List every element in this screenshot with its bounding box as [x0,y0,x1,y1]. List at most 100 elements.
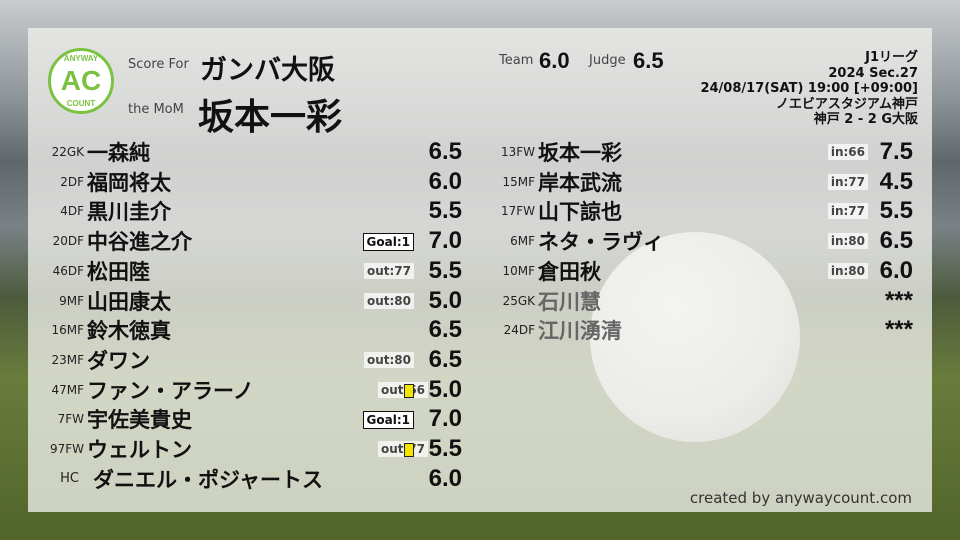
sub-badge: in:77 [827,203,868,220]
player-name: 江川湧清 [538,319,622,344]
player-row: 6MF ネタ・ラヴィ [475,227,664,255]
match-info: J1リーグ 2024 Sec.27 24/08/17(SAT) 19:00 [+… [700,50,918,128]
player-score: 7.5 [879,138,913,165]
sub-badge: out:77 [377,441,428,457]
team-score: 6.0 [539,48,570,73]
player-row: 47MF ファン・アラーノ [24,376,254,404]
player-score: 5.5 [428,197,462,225]
judge-score: 6.5 [633,48,664,73]
sub-badge: out:80 [363,292,414,309]
player-name: 岸本武流 [538,170,622,195]
player-score: 5.0 [428,286,462,314]
player-position: 24DF [503,323,535,338]
player-row: HC ダニエル・ポジャートス [24,465,323,493]
player-name: 石川慧 [538,289,601,314]
player-row: 22GK 一森純 [24,138,150,166]
player-name: 一森純 [87,141,150,165]
player-position: 10MF [502,263,535,278]
player-name: ダワン [87,348,150,373]
yellow-card-icon [404,443,414,457]
player-score: 6.5 [428,138,462,165]
player-position: 16MF [51,323,84,338]
player-score: 6.5 [428,345,462,373]
player-row: 24DF 江川湧清 [475,316,622,344]
logo-bottom-text: COUNT [66,99,96,108]
yellow-card-icon [404,383,414,398]
player-row: 15MF 岸本武流 [475,168,622,196]
player-row: 46DF 松田陸 [24,257,150,285]
player-name: 松田陸 [87,259,150,284]
player-row: 7FW 宇佐美貴史 [24,405,192,433]
player-row: 4DF 黒川圭介 [24,197,171,225]
player-row: 16MF 鈴木徳真 [24,316,171,344]
player-name: 宇佐美貴史 [87,408,192,433]
mom-name: 坂本一彩 [198,97,343,138]
sub-badge: out:66 [377,381,428,398]
player-name: ファン・アラーノ [87,378,254,403]
player-position: 25GK [502,293,535,308]
player-position: 6MF [510,234,535,249]
goal-badge: Goal:1 [362,411,414,430]
player-name: 福岡将太 [87,170,171,195]
player-position: 97FW [49,442,84,456]
player-position: 47MF [51,382,84,397]
player-score: 5.0 [428,375,462,403]
judge-score-label: Judge [589,53,626,68]
player-name: ネタ・ラヴィ [538,230,664,255]
sub-badge: out:80 [363,351,414,368]
player-position: 46DF [52,263,84,278]
credit: created by anywaycount.com [689,489,912,507]
player-position: 9MF [59,293,84,308]
player-row: 17FW 山下諒也 [475,197,622,225]
player-position: 15MF [502,174,535,189]
match-result: 神戸 2 - 2 G大阪 [813,112,918,127]
player-score: *** [884,316,913,344]
player-name: ダニエル・ポジャートス [93,467,323,492]
anywaycount-logo: ANYWAY AC COUNT [48,48,114,114]
player-name: 山下諒也 [538,200,622,225]
player-position: 4DF [60,204,84,219]
player-position: HC [60,471,79,487]
team-score-label: Team [499,53,534,68]
player-row: 23MF ダワン [24,346,150,374]
sub-badge: in:77 [827,173,868,190]
logo-mid-text: AC [60,65,102,96]
player-position: 17FW [500,204,535,219]
player-name: 坂本一彩 [538,141,622,165]
sub-badge: in:80 [827,262,868,279]
sub-badge: out:77 [363,262,414,279]
player-score: *** [884,286,913,314]
player-position: 7FW [57,412,84,427]
player-position: 20DF [52,234,84,249]
team-name: ガンバ大阪 [200,55,335,86]
score-panel [28,28,932,512]
player-name: 中谷進之介 [87,230,192,255]
player-name: 黒川圭介 [87,200,171,225]
player-score: 4.5 [879,167,913,195]
player-row: 10MF 倉田秋 [475,257,601,285]
player-score: 5.5 [428,435,462,462]
player-score: 6.5 [428,316,462,344]
league: J1リーグ [865,50,918,65]
player-score: 6.0 [428,167,462,195]
player-position: 2DF [60,174,84,189]
section: 2024 Sec.27 [828,65,918,81]
stadium: ノエビアスタジアム神戸 [775,96,918,112]
logo-top-text: ANYWAY [63,54,99,63]
mom-label: the MoM [128,102,184,117]
player-position: 23MF [51,352,84,367]
score-for-label: Score For [128,57,189,72]
goal-badge: Goal:1 [362,233,414,252]
player-name: 倉田秋 [538,259,601,284]
player-position: 22GK [51,145,84,159]
player-score: 6.0 [428,464,462,492]
player-name: 山田康太 [87,289,171,314]
player-row: 20DF 中谷進之介 [24,227,192,255]
player-row: 13FW 坂本一彩 [475,138,622,166]
player-name: 鈴木徳真 [87,319,171,344]
player-row: 2DF 福岡将太 [24,168,171,196]
player-score: 5.5 [428,256,462,284]
sub-badge: in:66 [827,144,868,160]
player-score: 6.0 [879,256,913,284]
sub-badge: in:80 [827,233,868,250]
